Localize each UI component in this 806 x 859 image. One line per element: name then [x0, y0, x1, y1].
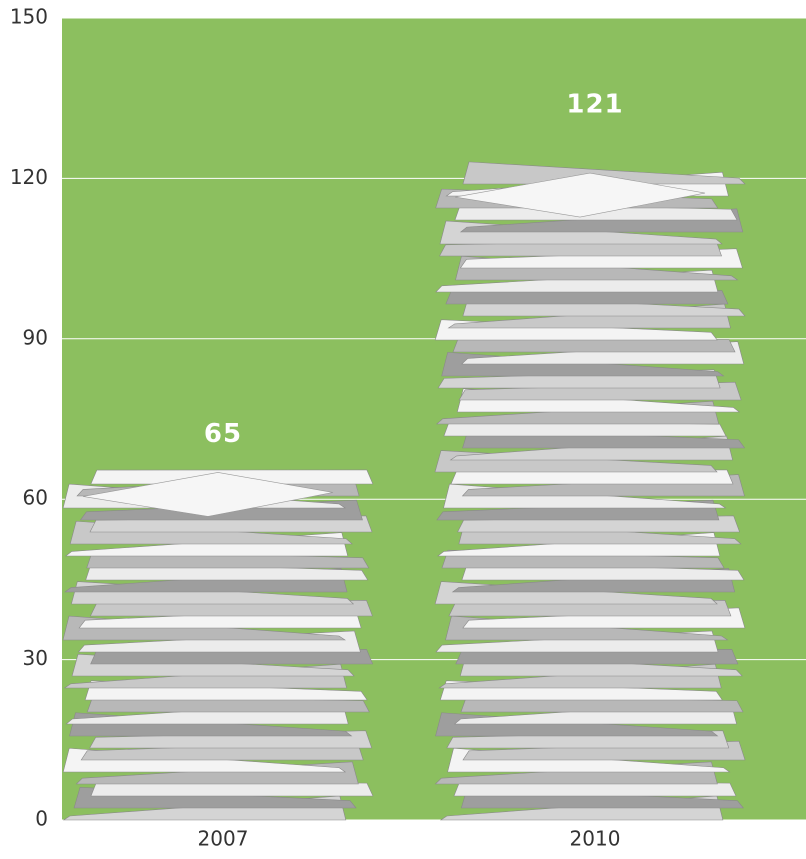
- x-tick-label: 2007: [198, 827, 249, 851]
- paper-sheet: [462, 161, 746, 185]
- paper-stack: [434, 161, 746, 821]
- y-tick-label: 0: [35, 807, 48, 831]
- x-tick-label: 2010: [570, 827, 621, 851]
- y-tick-label: 30: [23, 646, 48, 670]
- value-label: 121: [566, 90, 623, 120]
- y-tick-label: 90: [23, 325, 48, 349]
- y-tick-label: 120: [10, 165, 48, 189]
- y-tick-label: 60: [23, 486, 48, 510]
- paper-stack: [62, 469, 374, 821]
- y-tick-label: 150: [10, 5, 48, 29]
- value-label: 65: [204, 419, 242, 449]
- paper-sheet: [454, 172, 706, 218]
- paper-sheet: [82, 472, 334, 517]
